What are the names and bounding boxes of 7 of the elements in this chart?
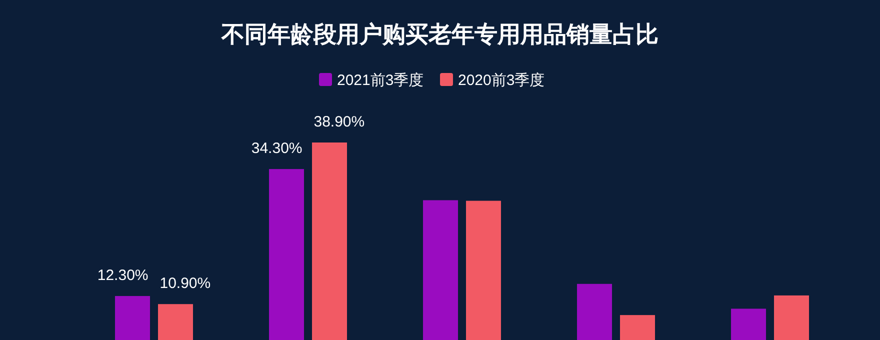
data-label: 38.90% <box>314 114 365 130</box>
data-label: 34.30% <box>251 140 302 158</box>
data-label: 10.90% <box>160 275 211 292</box>
chart-title: 不同年龄段用户购买老年专用用品销量占比 <box>220 21 658 47</box>
legend-label: 2020前3季度 <box>458 72 545 89</box>
data-label: 12.30% <box>97 267 148 284</box>
legend-label: 2021前3季度 <box>337 72 424 89</box>
